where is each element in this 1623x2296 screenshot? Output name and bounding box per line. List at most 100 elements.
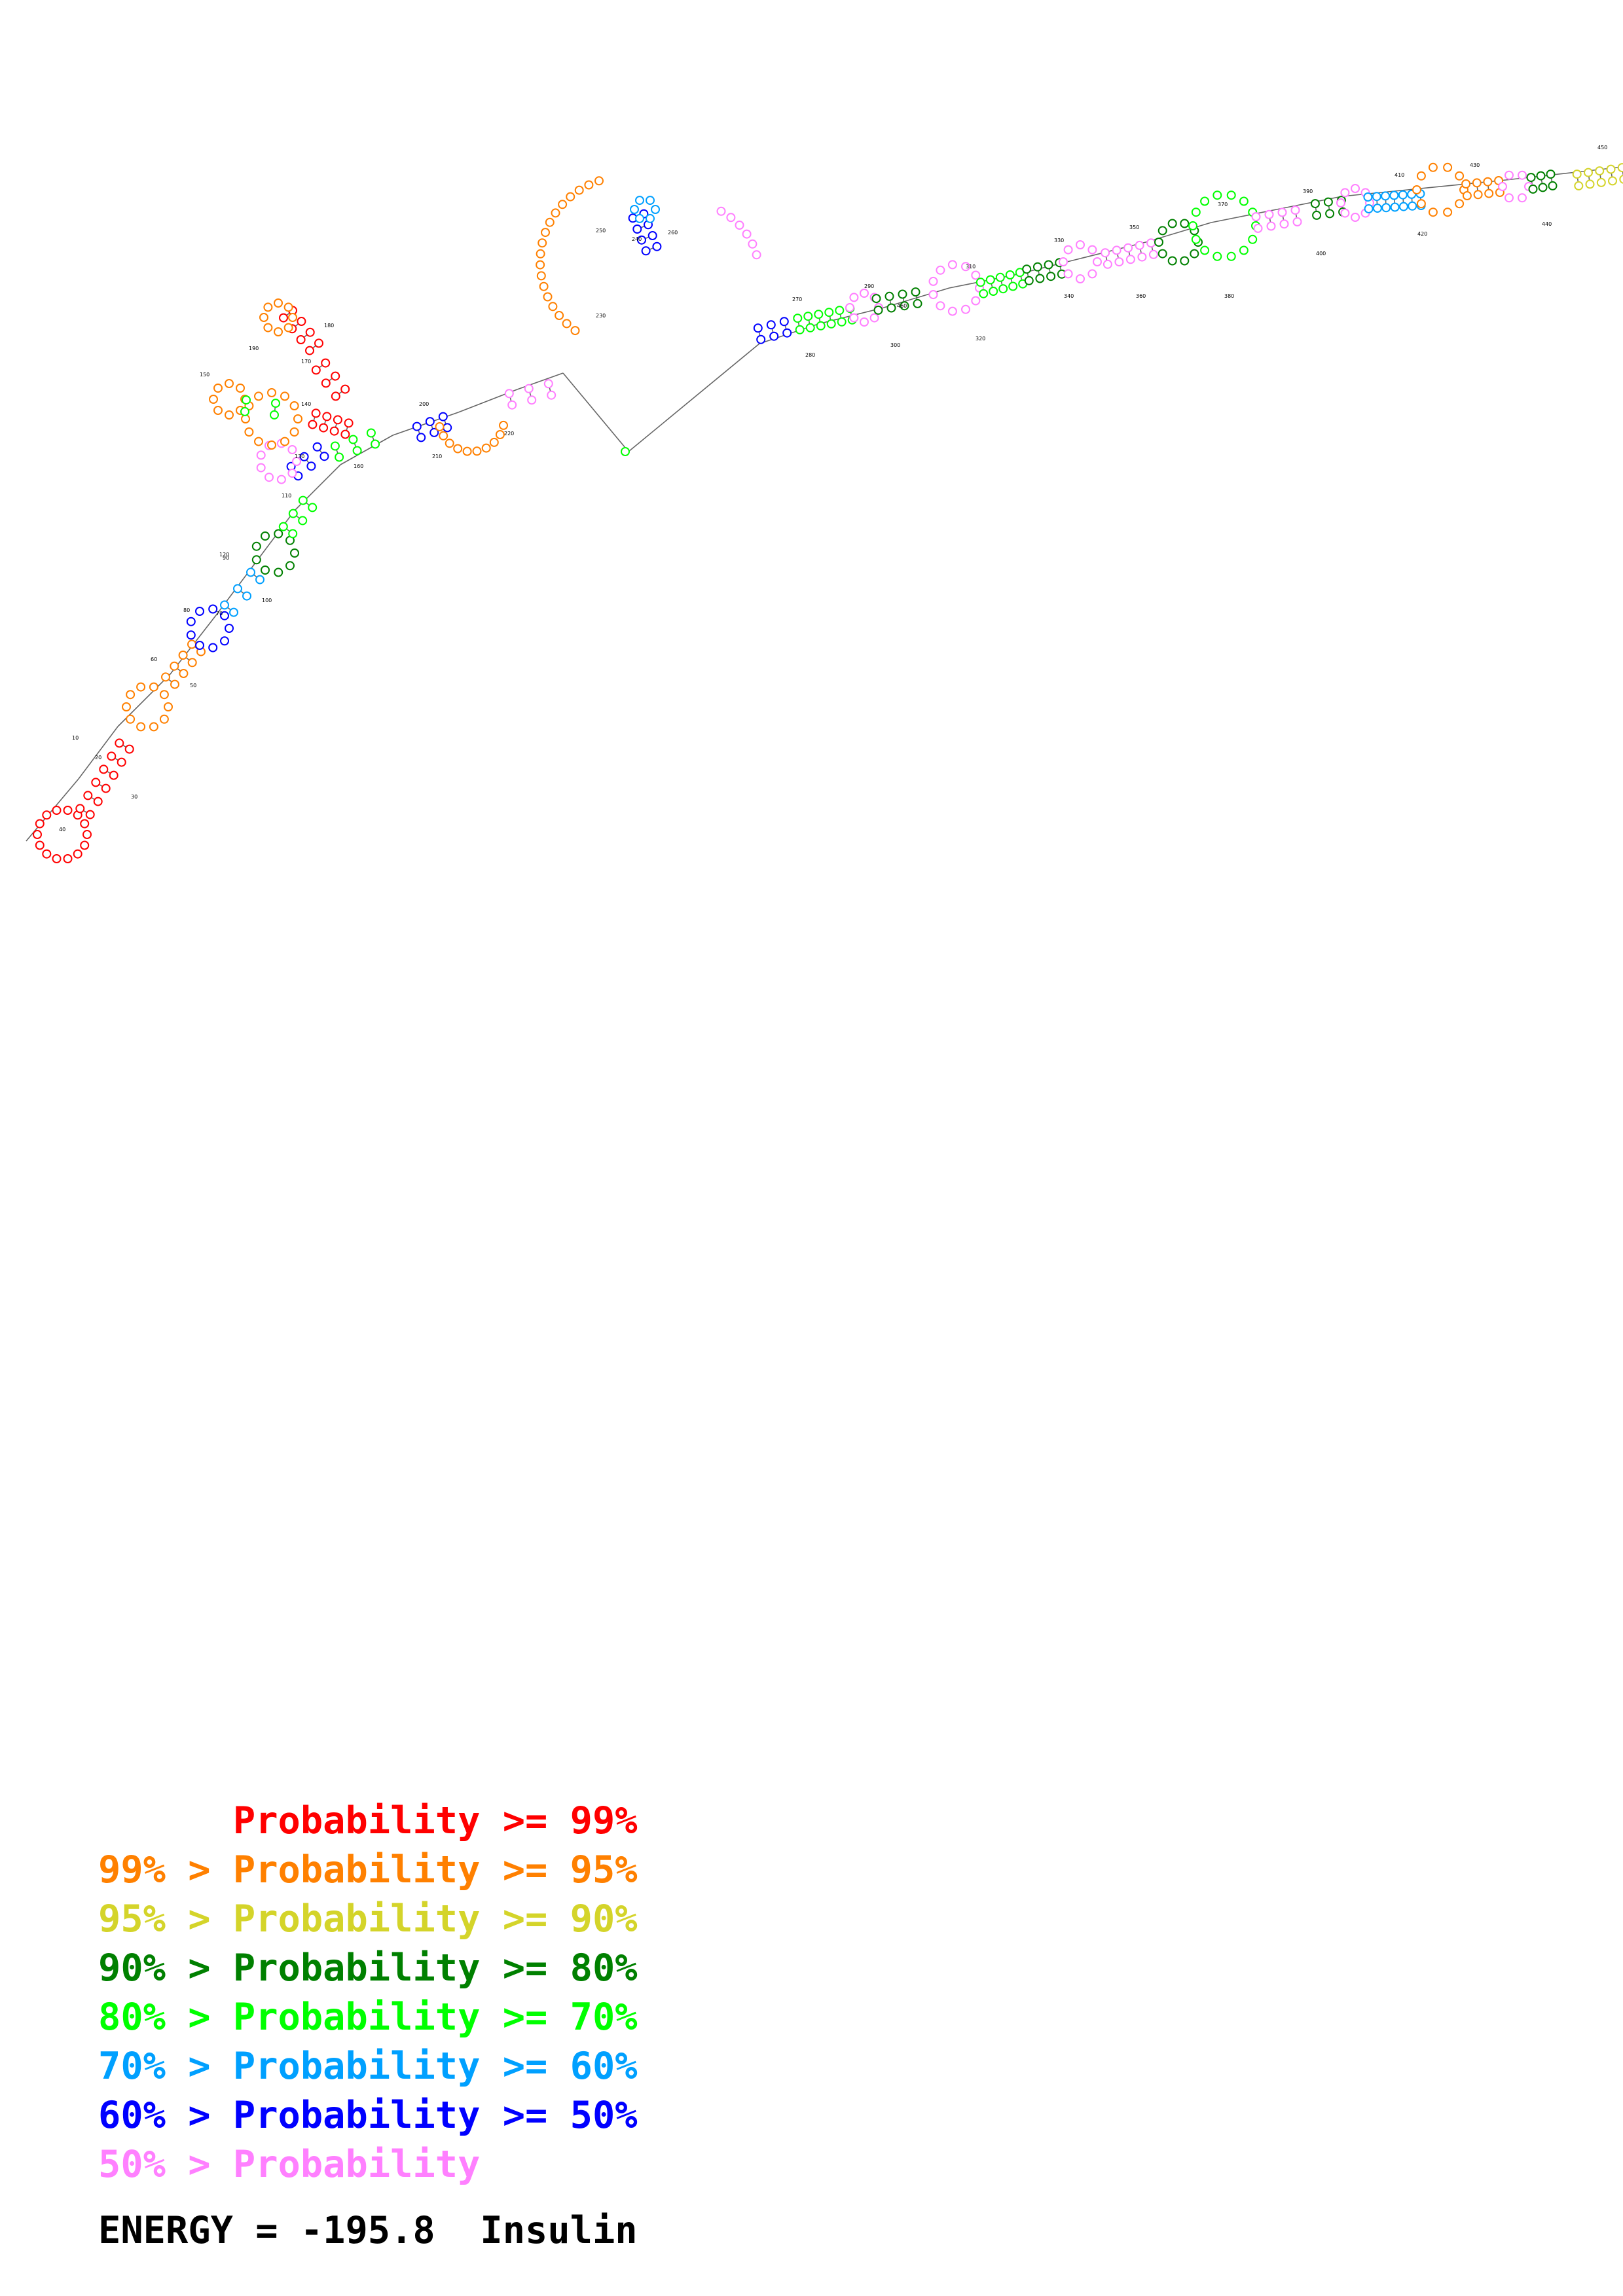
nucleotide xyxy=(319,423,329,433)
nucleotide xyxy=(298,516,308,526)
nucleotide xyxy=(898,289,907,299)
nucleotide xyxy=(538,238,547,248)
nucleotide xyxy=(548,302,558,312)
nucleotide xyxy=(187,658,197,668)
nucleotide xyxy=(1372,204,1382,213)
nucleotide xyxy=(240,406,249,416)
position-label: 250 xyxy=(596,228,606,234)
nucleotide xyxy=(547,390,556,400)
nucleotide xyxy=(928,290,938,300)
nucleotide xyxy=(1063,245,1073,255)
nucleotide xyxy=(871,294,881,304)
nucleotide xyxy=(1381,203,1391,213)
nucleotide xyxy=(439,431,448,440)
position-label: 220 xyxy=(504,431,514,437)
nucleotide xyxy=(263,323,273,332)
position-label: 90 xyxy=(223,555,229,561)
nucleotide xyxy=(220,611,229,620)
nucleotide xyxy=(1167,219,1177,228)
nucleotide xyxy=(255,575,264,584)
nucleotide xyxy=(1606,164,1616,174)
nucleotide xyxy=(1087,269,1097,279)
position-label: 40 xyxy=(59,827,65,833)
nucleotide xyxy=(287,469,297,478)
nucleotide xyxy=(1336,198,1345,207)
nucleotide xyxy=(1135,240,1144,250)
position-label: 30 xyxy=(131,794,137,800)
nucleotide xyxy=(1585,179,1595,189)
nucleotide xyxy=(220,600,229,610)
nucleotide xyxy=(319,452,329,461)
position-label: 170 xyxy=(301,359,311,365)
nucleotide xyxy=(1390,202,1400,212)
nucleotide xyxy=(735,221,744,230)
nucleotide xyxy=(1526,173,1536,183)
nucleotide xyxy=(264,473,274,482)
nucleotide xyxy=(331,371,340,381)
nucleotide xyxy=(271,399,280,408)
legend-label: Probability >= 50% xyxy=(232,2094,638,2137)
nucleotide xyxy=(1253,223,1263,233)
probability-legend: Probability >= 99% 99% > Probability >= 9… xyxy=(98,1797,638,2189)
backbone-lines xyxy=(26,166,1623,842)
nucleotide xyxy=(136,682,146,692)
nucleotide xyxy=(331,391,340,401)
nucleotide xyxy=(782,328,792,338)
nucleotide xyxy=(1093,257,1102,266)
nucleotide xyxy=(1087,245,1097,255)
nucleotide xyxy=(161,672,170,682)
position-label: 380 xyxy=(1224,293,1234,299)
nucleotide xyxy=(352,446,362,456)
position-label: 400 xyxy=(1316,251,1326,257)
nucleotide xyxy=(159,690,169,700)
nucleotide xyxy=(280,437,289,446)
nucleotide xyxy=(280,391,289,401)
nucleotide xyxy=(793,314,803,323)
nucleotide xyxy=(1032,262,1042,272)
nucleotide xyxy=(1325,209,1335,219)
nucleotide xyxy=(1044,260,1053,270)
nucleotide xyxy=(472,446,482,456)
legend-row: 80% > Probability >= 70% xyxy=(98,1993,638,2042)
nucleotide xyxy=(837,317,847,327)
nucleotide xyxy=(35,840,45,850)
legend-label: Probability >= 60% xyxy=(232,2045,638,2088)
nucleotide xyxy=(225,410,234,420)
position-label: 440 xyxy=(1542,221,1552,227)
nucleotide xyxy=(489,437,499,447)
nucleotide xyxy=(869,313,879,323)
nucleotide xyxy=(178,651,188,660)
nucleotide xyxy=(35,819,45,829)
nucleotide xyxy=(947,260,957,270)
legend-prefix: 50% > xyxy=(98,2143,233,2186)
nucleotide xyxy=(1158,249,1167,259)
nucleotide xyxy=(278,522,288,531)
nucleotide xyxy=(1046,272,1056,281)
nucleotide xyxy=(652,242,662,251)
nucleotide xyxy=(646,213,655,223)
nucleotide xyxy=(545,217,555,227)
nucleotide xyxy=(1455,171,1465,181)
nucleotide xyxy=(1112,245,1122,255)
nucleotide xyxy=(824,308,834,317)
nucleotide xyxy=(306,461,316,471)
nucleotide xyxy=(267,440,276,450)
nucleotide xyxy=(1536,171,1546,181)
legend-prefix xyxy=(98,1799,233,1842)
position-label: 230 xyxy=(596,313,606,319)
nucleotide xyxy=(297,317,306,326)
nucleotide xyxy=(330,441,340,451)
nucleotide xyxy=(366,428,376,438)
nucleotide xyxy=(1213,251,1222,261)
nucleotide xyxy=(126,714,136,724)
nucleotide xyxy=(632,224,642,234)
position-label: 370 xyxy=(1218,202,1228,207)
nucleotide xyxy=(646,196,655,206)
nucleotide xyxy=(1076,240,1085,249)
nucleotide xyxy=(752,250,761,260)
nucleotide xyxy=(1123,243,1133,253)
nucleotide xyxy=(769,331,779,341)
nucleotide xyxy=(1504,170,1514,180)
nucleotide xyxy=(242,591,251,601)
nucleotide xyxy=(726,213,736,223)
